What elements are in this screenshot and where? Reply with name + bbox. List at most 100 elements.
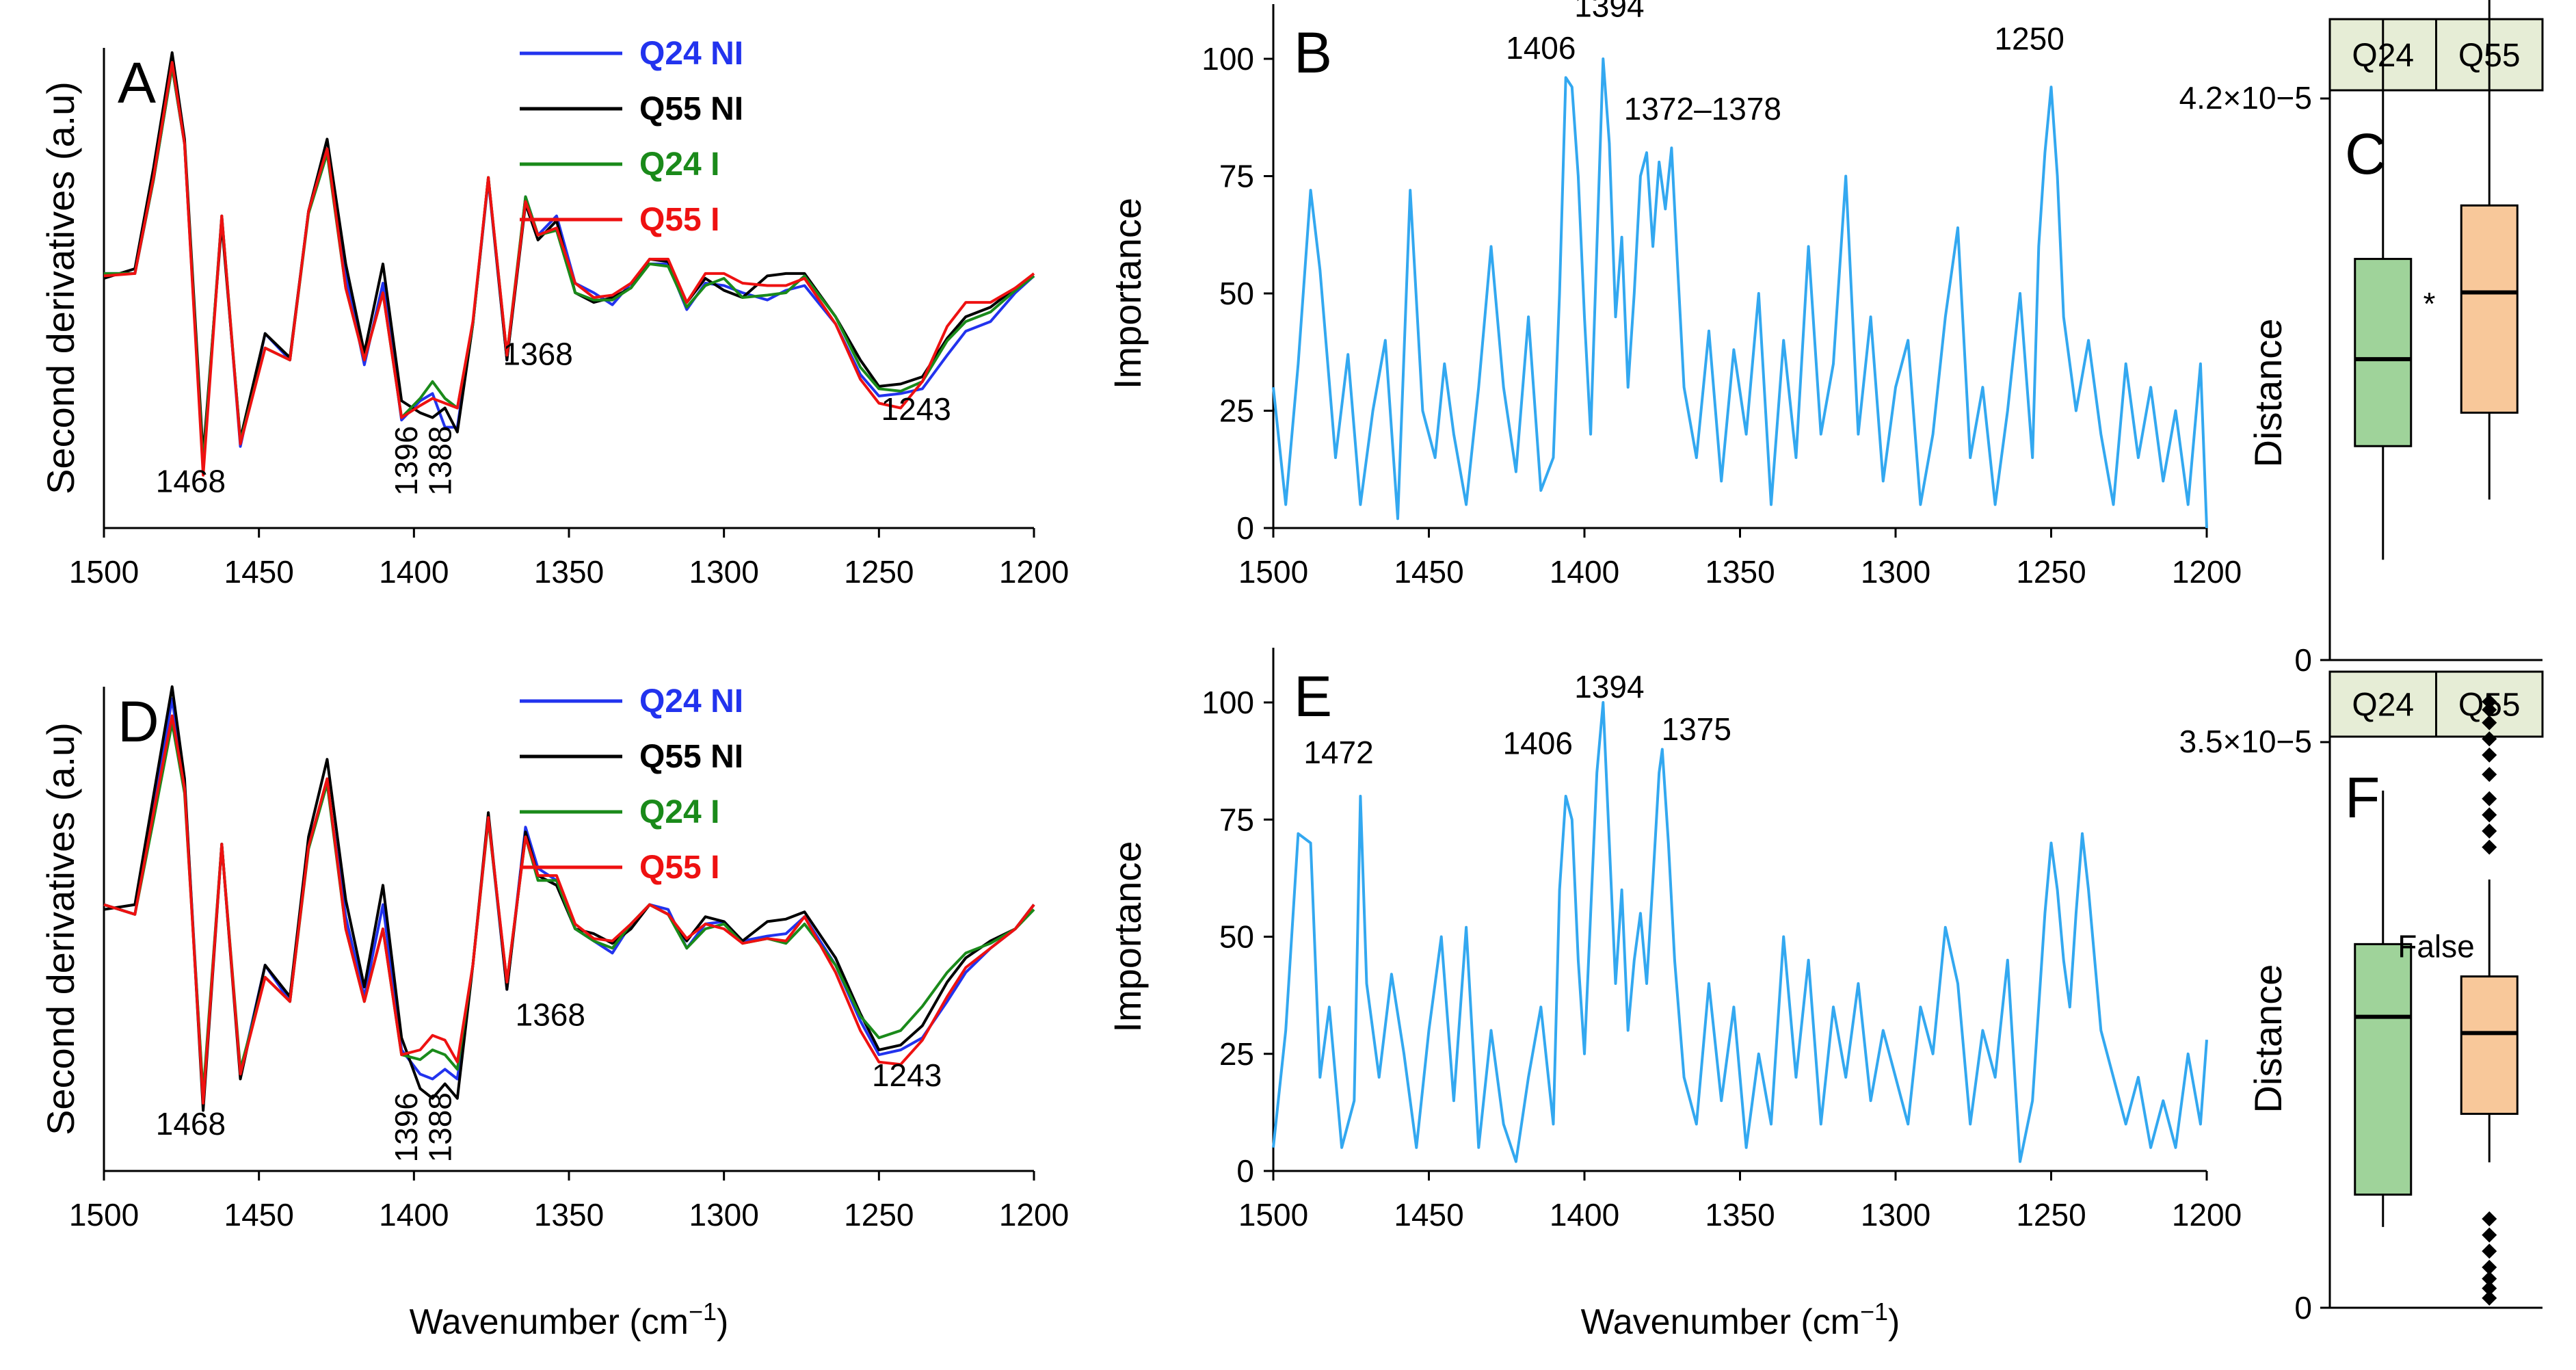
y-tick-label: 100 — [1201, 685, 1254, 720]
y-axis-label: Distance — [2246, 964, 2289, 1114]
y-tick-label: 0 — [1236, 510, 1254, 546]
peak-label: 1468 — [156, 1106, 226, 1142]
importance-line — [1272, 57, 2208, 529]
x-tick-label: 1450 — [1394, 1197, 1463, 1233]
importance-line — [1272, 701, 2208, 1163]
x-tick-label: 1350 — [534, 554, 604, 590]
peak-label: 1375 — [1662, 711, 1731, 747]
legend-label: Q24 NI — [639, 683, 743, 720]
legend-label: Q55 NI — [639, 739, 743, 775]
y-tick-label: 0 — [1236, 1153, 1254, 1189]
outlier-point — [2482, 694, 2497, 709]
x-tick-label: 1400 — [1550, 554, 1619, 590]
y-top-label: 4.2×10−5 — [2179, 80, 2312, 116]
y-tick-label: 75 — [1219, 802, 1254, 837]
peak-label: 1394 — [1574, 669, 1644, 704]
x-tick-label: 1450 — [1394, 554, 1463, 590]
x-tick-label: 1250 — [844, 554, 914, 590]
y-axis-label: Second derivatives (a.u) — [39, 722, 82, 1135]
peak-label: 1406 — [1506, 30, 1576, 66]
peak-label: 1250 — [1994, 21, 2064, 56]
y-axis-label: Importance — [1106, 198, 1149, 389]
x-axis-label-superscript: −1 — [1860, 1297, 1888, 1326]
x-axis-labels: Wavenumber (cm−1) Wavenumber (cm−1) — [410, 1297, 1900, 1342]
series-line-q55-ni — [103, 51, 1035, 458]
x-tick-label: 1500 — [1238, 554, 1308, 590]
box-q24 — [2354, 790, 2413, 1227]
x-tick-label: 1250 — [2016, 554, 2086, 590]
outlier-point — [2482, 747, 2497, 763]
x-tick-label: 1450 — [224, 1197, 293, 1233]
outlier-point — [2482, 1271, 2497, 1287]
peak-label: 1468 — [156, 463, 226, 499]
x-tick-label: 1200 — [2172, 554, 2242, 590]
series-line-q24-ni — [103, 697, 1035, 1100]
y-axis-label: Distance — [2246, 319, 2289, 468]
panel-B: 0 25 50 75 100 1500 1450 1400 1350 1300 1250 1200 14… — [1106, 0, 2242, 590]
outlier-point — [2482, 1227, 2497, 1243]
y-tick-label: 75 — [1219, 159, 1254, 194]
x-axis-label-text: Wavenumber (cm — [1581, 1302, 1860, 1342]
outlier-point — [2482, 791, 2497, 806]
x-tick-label: 1350 — [1705, 554, 1775, 590]
peak-label: 1368 — [503, 336, 572, 371]
x-tick-label: 1450 — [224, 554, 293, 590]
peak-label: 1372–1378 — [1624, 91, 1781, 127]
y-tick-label: 50 — [1219, 919, 1254, 955]
x-axis-label: Wavenumber (cm−1) — [1581, 1297, 1900, 1342]
x-tick-label: 1300 — [1861, 554, 1930, 590]
panel-letter: F — [2345, 765, 2380, 830]
y-tick-label: 25 — [1219, 1036, 1254, 1072]
panel-E: 0 25 50 75 100 1500 1450 1400 1350 1300 1250 1200 14… — [1106, 648, 2242, 1233]
facet-header-label: Q24 — [2352, 687, 2414, 724]
outlier-point — [2482, 731, 2497, 747]
panel-letter: A — [118, 51, 156, 115]
peak-label: 1368 — [516, 997, 585, 1033]
legend-label: Q55 NI — [639, 91, 743, 127]
legend-label: Q55 I — [639, 849, 719, 886]
peak-label: 1243 — [881, 391, 951, 427]
peak-label: 1396 — [388, 1092, 424, 1162]
y-top-label: 3.5×10−5 — [2179, 724, 2312, 759]
significance-label: False — [2398, 928, 2474, 964]
outlier-point — [2482, 1280, 2497, 1296]
outlier-point — [2482, 715, 2497, 730]
y-tick-label: 25 — [1219, 393, 1254, 429]
peak-label: 1388 — [423, 1092, 458, 1162]
panel-D: 1500 1450 1400 1350 1300 1250 1200 1468 13961388… — [39, 683, 1069, 1233]
x-axis-label: Wavenumber (cm−1) — [410, 1297, 729, 1342]
box-q24 — [2354, 18, 2413, 560]
outlier-point — [2482, 702, 2497, 717]
legend-label: Q24 I — [639, 794, 719, 830]
box-iqr — [2354, 258, 2413, 447]
x-tick-label: 1200 — [999, 1197, 1069, 1233]
peak-label: 1243 — [872, 1057, 942, 1093]
outlier-point — [2482, 1290, 2497, 1306]
box-iqr — [2354, 943, 2413, 1196]
outlier-point — [2482, 1211, 2497, 1227]
x-tick-label: 1300 — [689, 554, 758, 590]
x-tick-label: 1300 — [689, 1197, 758, 1233]
outlier-point — [2482, 1243, 2497, 1259]
series-line-q55-ni — [103, 685, 1035, 1112]
x-tick-label: 1500 — [1238, 1197, 1308, 1233]
x-tick-label: 1400 — [1550, 1197, 1619, 1233]
x-tick-label: 1200 — [2172, 1197, 2242, 1233]
legend-label: Q24 I — [639, 146, 719, 183]
series-line-q55-i — [103, 714, 1035, 1105]
x-tick-label: 1250 — [2016, 1197, 2086, 1233]
panel-A: 1500 1450 1400 1350 1300 1250 1200 1468 13961388… — [39, 36, 1069, 590]
panel-letter: C — [2345, 122, 2387, 186]
box-iqr — [2460, 204, 2519, 414]
x-tick-label: 1400 — [379, 554, 449, 590]
outlier-point — [2482, 839, 2497, 855]
peak-label: 1472 — [1303, 735, 1373, 770]
peak-label: 1388 — [423, 426, 458, 496]
x-tick-label: 1500 — [69, 554, 139, 590]
outlier-point — [2482, 1259, 2497, 1275]
y-axis-label: Second derivatives (a.u) — [39, 81, 82, 495]
outlier-point — [2482, 823, 2497, 839]
